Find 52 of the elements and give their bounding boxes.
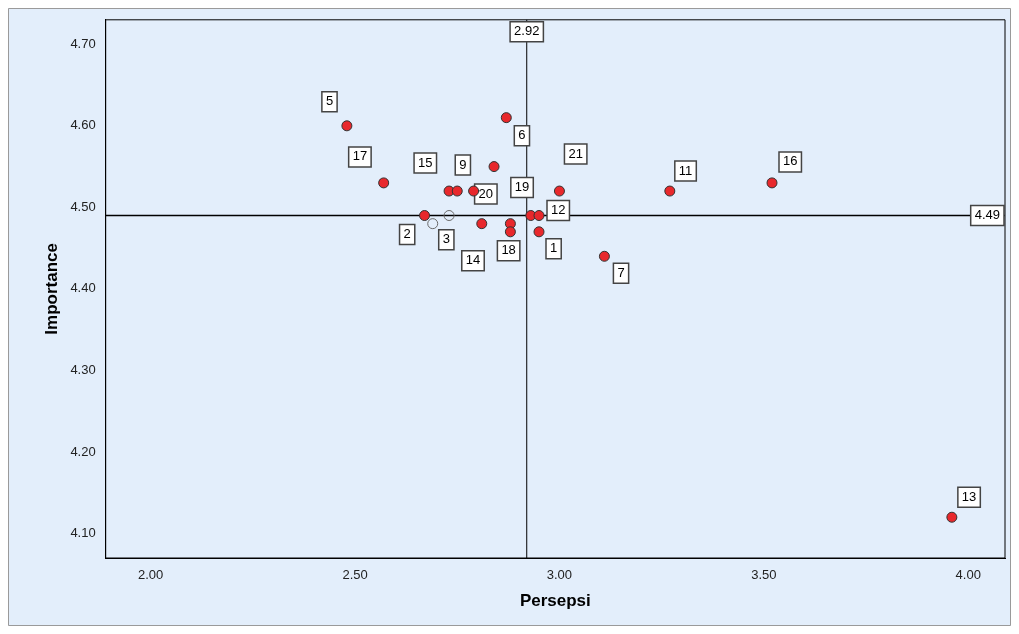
annotation: 20 <box>478 185 494 201</box>
y-axis-title: Importance <box>41 243 61 335</box>
annotation: 21 <box>568 145 583 161</box>
annotation: 14 <box>465 252 481 268</box>
y-tick-label: 4.50 <box>70 198 96 214</box>
ref-line-label: 2.92 <box>514 23 540 39</box>
point <box>553 185 565 197</box>
y-tick-label: 4.20 <box>70 443 96 459</box>
point <box>664 185 676 197</box>
annotation: 12 <box>551 202 566 218</box>
point <box>488 161 500 173</box>
x-axis-title: Persepsi <box>519 591 591 611</box>
x-tick-label: 2.50 <box>342 567 368 583</box>
point <box>946 511 958 523</box>
point <box>378 177 390 189</box>
y-tick-label: 4.10 <box>70 525 96 541</box>
annotation: 9 <box>459 156 467 172</box>
point <box>419 210 431 222</box>
y-tick-label: 4.30 <box>70 362 96 378</box>
point <box>500 112 512 124</box>
annotation: 3 <box>442 231 450 247</box>
point <box>504 226 516 238</box>
x-tick-label: 3.50 <box>751 567 777 583</box>
point <box>443 210 455 222</box>
annotation: 6 <box>518 127 526 143</box>
annotation: 11 <box>678 162 693 178</box>
point <box>766 177 778 189</box>
x-tick-label: 2.00 <box>138 567 164 583</box>
point <box>341 120 353 132</box>
point <box>468 185 480 197</box>
annotation: 5 <box>325 93 334 109</box>
annotation: 18 <box>501 242 516 258</box>
point <box>598 250 610 262</box>
point <box>427 218 439 230</box>
annotation: 17 <box>352 148 368 164</box>
x-tick-label: 3.00 <box>546 567 573 583</box>
point <box>533 226 545 238</box>
y-tick-label: 4.70 <box>70 35 96 51</box>
ref-line-label: 4.49 <box>974 207 1001 223</box>
y-tick-label: 4.60 <box>70 117 96 133</box>
annotation: 15 <box>418 154 433 170</box>
x-tick-label: 4.00 <box>955 567 981 583</box>
annotation: 16 <box>783 153 798 169</box>
point <box>476 218 488 230</box>
annotation: 7 <box>617 264 625 280</box>
point <box>451 185 463 197</box>
annotation: 19 <box>514 179 530 195</box>
y-tick-label: 4.40 <box>70 280 96 296</box>
annotation: 1 <box>550 240 558 256</box>
annotation: 2 <box>403 226 411 242</box>
annotation: 13 <box>961 488 977 504</box>
point <box>533 210 545 222</box>
